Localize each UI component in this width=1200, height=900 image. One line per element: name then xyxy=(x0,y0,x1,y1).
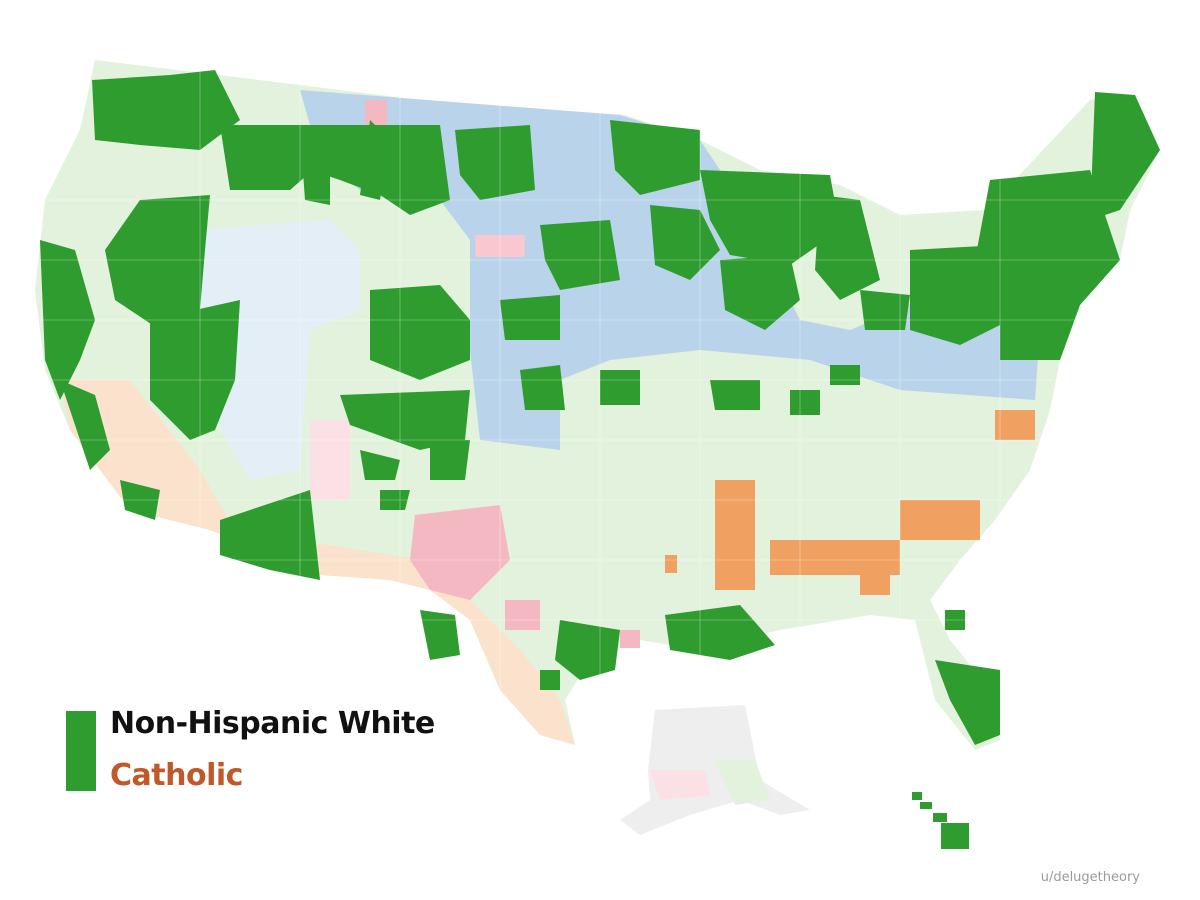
credit-text: u/delugetheory xyxy=(1040,870,1140,885)
hawaii-big-island xyxy=(941,823,969,849)
legend-primary-label: Non-Hispanic White xyxy=(110,706,435,741)
alaska xyxy=(620,705,810,835)
southeast-catholic-band xyxy=(665,410,1035,595)
pink-patch-ut xyxy=(310,420,350,500)
hawaii-maui xyxy=(933,813,947,822)
legend-swatch xyxy=(66,711,96,791)
pink-patch-la xyxy=(620,630,640,648)
alaska-green xyxy=(715,760,770,805)
great-basin-light-blue xyxy=(190,220,360,480)
county-grid xyxy=(40,60,1150,700)
legend-secondary-label: Catholic xyxy=(110,758,243,793)
hawaii-kauai xyxy=(912,792,922,800)
hawaii-oahu xyxy=(920,802,932,809)
pink-patch-s-tx xyxy=(505,600,540,630)
pink-patch-nm-tx xyxy=(410,505,510,600)
non-hispanic-white-counties xyxy=(40,70,1160,745)
alaska-pink xyxy=(650,770,710,800)
